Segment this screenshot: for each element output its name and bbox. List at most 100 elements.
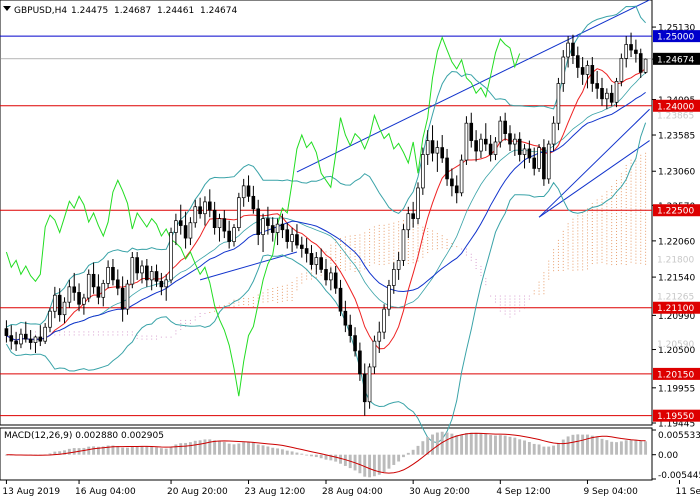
cloud-dot [383, 242, 385, 244]
cloud-dot [611, 186, 613, 188]
cloud-dot [635, 247, 637, 249]
cloud-dot [494, 301, 496, 303]
cloud-dot [286, 287, 288, 289]
cloud-dot [383, 233, 385, 235]
cloud-dot [601, 246, 603, 248]
cloud-dot [407, 259, 409, 261]
cloud-dot [591, 218, 593, 220]
cloud-dot [340, 243, 342, 245]
cloud-dot [645, 164, 647, 166]
cloud-dot [635, 184, 637, 186]
cloud-dot [422, 226, 424, 228]
cloud-dot [412, 229, 414, 231]
cloud-dot [562, 242, 564, 244]
candle-body [101, 283, 106, 298]
cloud-dot [640, 154, 642, 156]
cloud-dot [301, 273, 303, 275]
cloud-dot [306, 278, 308, 280]
cloud-dot [446, 241, 448, 243]
cloud-dot [616, 179, 618, 181]
cloud-dot [340, 264, 342, 266]
cloud-dot [83, 334, 85, 336]
cloud-dot [601, 204, 603, 206]
cloud-dot [635, 211, 637, 213]
cloud-dot [281, 285, 283, 287]
cloud-dot [485, 284, 487, 286]
cloud-dot [354, 240, 356, 242]
cloud-dot [340, 237, 342, 239]
cloud-dot [369, 249, 371, 251]
candle-body [33, 336, 38, 343]
cloud-dot [562, 263, 564, 265]
cloud-dot [640, 196, 642, 198]
cloud-dot [611, 255, 613, 257]
cloud-dot [59, 334, 61, 336]
cloud-dot [427, 234, 429, 236]
cloud-dot [393, 222, 395, 224]
candle-body [566, 42, 570, 58]
cloud-dot [432, 233, 434, 235]
cloud-dot [383, 260, 385, 262]
macd-bar [576, 434, 580, 455]
cloud-dot [427, 249, 429, 251]
cloud-dot [620, 215, 622, 217]
macd-bar [159, 448, 163, 455]
cloud-dot [175, 330, 177, 332]
cloud-dot [606, 227, 608, 229]
cloud-dot [427, 243, 429, 245]
cloud-dot [567, 262, 569, 264]
cloud-dot [557, 257, 559, 259]
cloud-dot [591, 209, 593, 211]
cloud-dot [645, 242, 647, 244]
cloud-dot [630, 228, 632, 230]
cloud-dot [625, 212, 627, 214]
cloud-dot [422, 253, 424, 255]
candle-body [421, 154, 425, 189]
cloud-dot [296, 283, 298, 285]
candle-body [130, 257, 135, 285]
candle-body [169, 232, 173, 281]
cloud-dot [635, 229, 637, 231]
macd-bar [469, 432, 473, 455]
cloud-dot [635, 196, 637, 198]
cloud-dot [582, 260, 584, 262]
cloud-dot [185, 319, 187, 321]
cloud-dot [640, 241, 642, 243]
cloud-dot [620, 251, 622, 253]
cloud-dot [645, 257, 647, 259]
cloud-dot [635, 208, 637, 210]
cloud-dot [635, 187, 637, 189]
cloud-dot [586, 241, 588, 243]
cloud-dot [630, 234, 632, 236]
cloud-dot [586, 208, 588, 210]
cloud-dot [344, 263, 346, 265]
cloud-dot [364, 244, 366, 246]
cloud-dot [378, 263, 380, 265]
cloud-dot [577, 245, 579, 247]
collapse-triangle-icon[interactable] [3, 6, 11, 11]
cloud-dot [635, 163, 637, 165]
cloud-dot [645, 206, 647, 208]
cloud-dot [616, 215, 618, 217]
cloud-dot [93, 331, 95, 333]
cloud-dot [630, 189, 632, 191]
cloud-dot [528, 295, 530, 297]
cloud-dot [567, 268, 569, 270]
cloud-dot [417, 239, 419, 241]
cloud-dot [640, 169, 642, 171]
candle-body [295, 234, 299, 246]
macd-bar [48, 453, 52, 455]
cloud-dot [620, 233, 622, 235]
cloud-dot [126, 334, 128, 336]
cloud-dot [441, 238, 443, 240]
macd-bar [247, 442, 250, 455]
cloud-dot [616, 227, 618, 229]
cloud-dot [596, 259, 598, 261]
x-tick-label: 30 Aug 20:00 [409, 487, 470, 497]
cloud-dot [611, 243, 613, 245]
cloud-dot [480, 271, 482, 273]
cloud-dot [199, 315, 201, 317]
cloud-dot [616, 230, 618, 232]
candle-body [237, 197, 241, 228]
